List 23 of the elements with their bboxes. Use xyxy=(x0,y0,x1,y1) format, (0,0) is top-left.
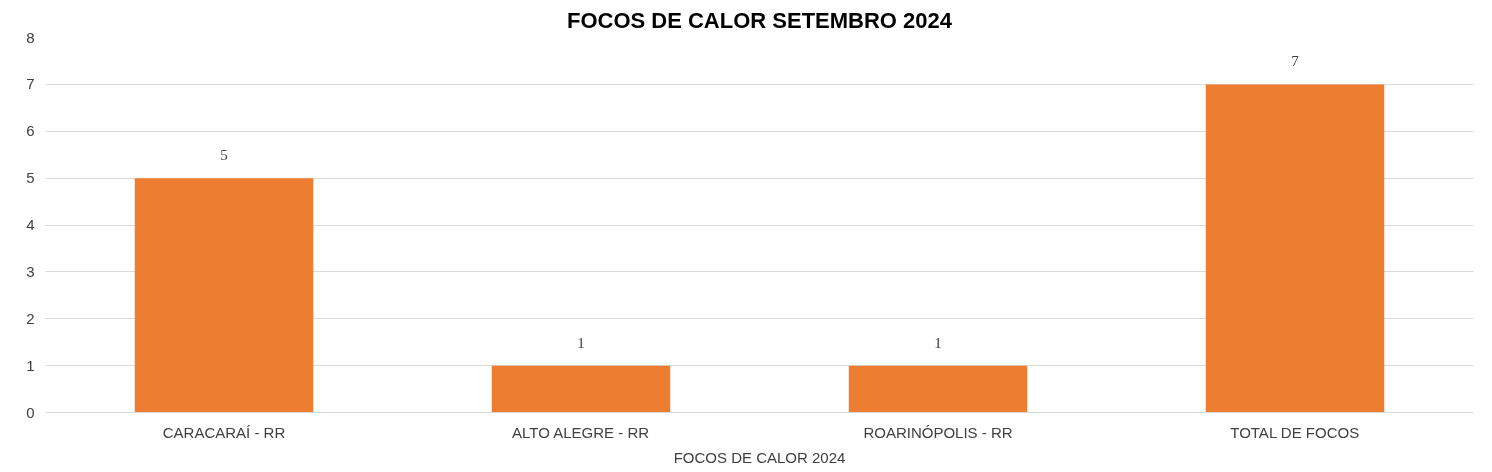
y-tick-label: 8 xyxy=(26,28,35,46)
y-tick-label: 4 xyxy=(26,216,35,233)
x-axis-title: FOCOS DE CALOR 2024 xyxy=(673,448,846,466)
bar xyxy=(1205,84,1385,413)
x-tick-label: CARACARAÍ - RR xyxy=(162,423,286,441)
x-tick-label: TOTAL DE FOCOS xyxy=(1230,423,1360,441)
data-label: 1 xyxy=(934,334,942,351)
y-tick-label: 6 xyxy=(26,122,35,140)
x-tick-label: ALTO ALEGRE - RR xyxy=(512,423,650,441)
data-label: 7 xyxy=(1291,53,1300,70)
data-label: 5 xyxy=(220,147,228,164)
y-tick-label: 1 xyxy=(26,356,35,374)
data-label: 1 xyxy=(577,334,585,351)
chart-title: FOCOS DE CALOR SETEMBRO 2024 xyxy=(566,7,953,33)
y-tick-label: 0 xyxy=(26,403,35,421)
bar xyxy=(491,365,671,413)
y-tick-label: 3 xyxy=(26,262,35,280)
y-tick-label: 5 xyxy=(26,169,35,187)
bar xyxy=(848,365,1028,413)
bar xyxy=(134,178,314,413)
y-tick-label: 7 xyxy=(26,75,35,93)
y-tick-label: 2 xyxy=(26,309,35,327)
x-tick-label: ROARINÓPOLIS - RR xyxy=(863,423,1013,441)
